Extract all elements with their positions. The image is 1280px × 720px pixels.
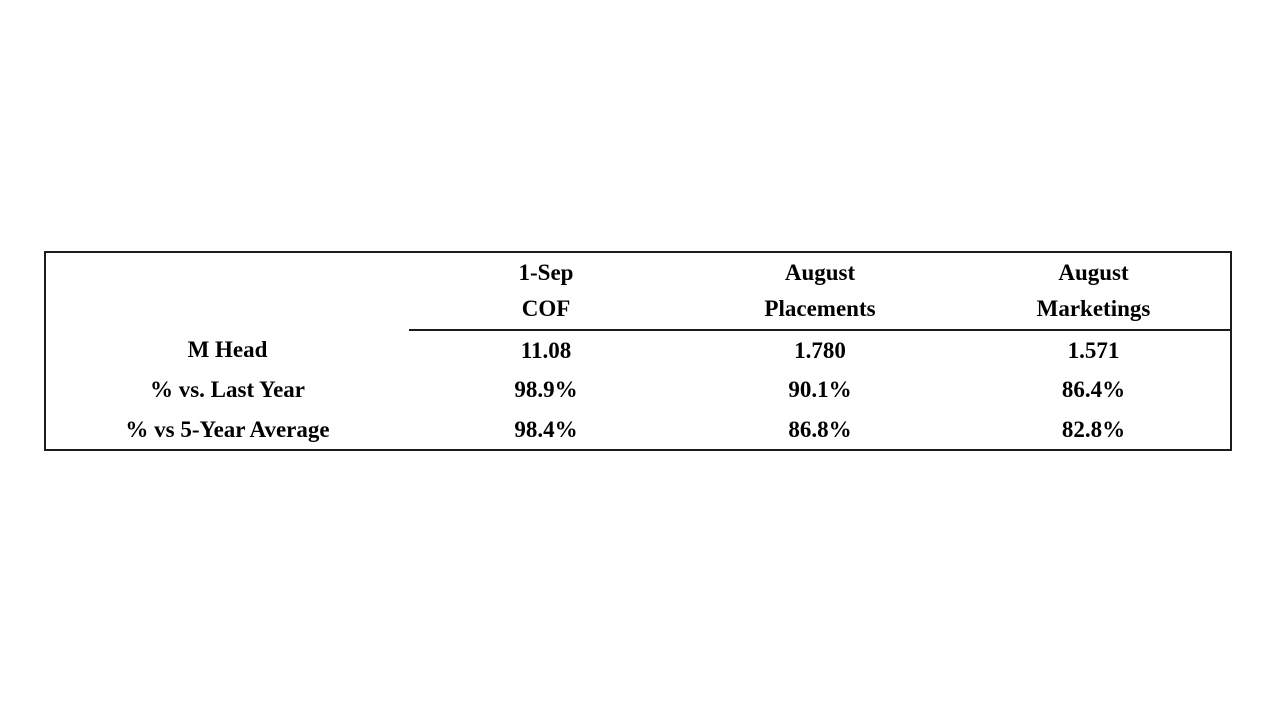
column-header-line2: Marketings	[1036, 296, 1151, 321]
cell-value: 11.08	[520, 337, 572, 363]
row-label: M Head	[187, 337, 268, 362]
column-header-line1: August	[784, 260, 856, 285]
table-row-vs-last-year: % vs. Last Year 98.9% 90.1% 86.4%	[45, 370, 1231, 410]
header-cell-empty	[45, 252, 409, 330]
cell-value: 86.8%	[788, 416, 852, 442]
row-label: % vs. Last Year	[149, 377, 306, 402]
column-header-line2: Placements	[764, 296, 876, 321]
cell-value: 1.780	[794, 337, 846, 363]
table-header-row: 1-Sep COF August Placements August Marke…	[45, 252, 1231, 331]
column-header-1-sep-cof: 1-Sep COF	[409, 252, 683, 331]
cattle-on-feed-table: 1-Sep COF August Placements August Marke…	[44, 251, 1232, 451]
cell-value: 90.1%	[788, 377, 852, 402]
table-row-vs-5-year-average: % vs 5-Year Average 98.4% 86.8% 82.8%	[45, 410, 1231, 450]
table-row-m-head: M Head 11.08 1.780 1.571	[45, 330, 1231, 370]
row-label: % vs 5-Year Average	[125, 416, 330, 442]
column-header-line1: 1-Sep	[518, 260, 574, 285]
column-header-august-placements: August Placements	[683, 252, 957, 331]
cell-value: 1.571	[1067, 337, 1120, 363]
cell-value: 98.9%	[514, 377, 578, 402]
cell-value: 82.8%	[1061, 416, 1126, 442]
cell-value: 98.4%	[514, 416, 578, 442]
cell-value: 86.4%	[1061, 377, 1126, 402]
column-header-line2: COF	[521, 296, 571, 321]
column-header-line1: August	[1058, 260, 1129, 285]
column-header-august-marketings: August Marketings	[957, 252, 1231, 331]
